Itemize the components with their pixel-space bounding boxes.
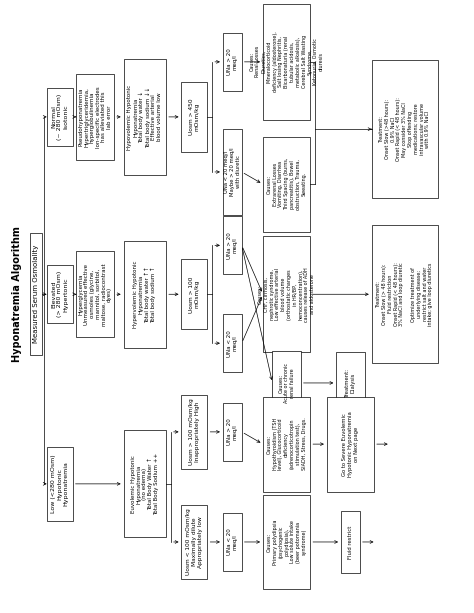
Text: Uosm < 100 mOsm/kg
Maximally dilute
Appropriately low: Uosm < 100 mOsm/kg Maximally dilute Appr… [186,509,203,576]
Text: Hyponatremia Algorithm: Hyponatremia Algorithm [12,226,22,362]
FancyBboxPatch shape [263,495,310,589]
Text: Uosm > 100
mOsm/kg: Uosm > 100 mOsm/kg [189,276,200,313]
Text: Causes:
CHF, cirrhosis,
nephrotic syndrome,
Low effective arterial
blood volume
: Causes: CHF, cirrhosis, nephrotic syndro… [258,267,315,322]
FancyBboxPatch shape [30,233,42,356]
Text: Euvolemic Hypotonic
Hyponatremia
(no edema)
Total Body Water ↑
Total Body Sodium: Euvolemic Hypotonic Hyponatremia (no ede… [130,453,159,515]
Text: Pseudohyponatremia
Hypertriglyceridemia,
hyperglobulinemia
Ion-specific electrod: Pseudohyponatremia Hypertriglyceridemia,… [78,86,112,148]
FancyBboxPatch shape [47,447,73,520]
FancyBboxPatch shape [182,395,208,468]
FancyBboxPatch shape [223,314,242,372]
FancyBboxPatch shape [47,88,73,146]
Text: UNa < 20
meq/l: UNa < 20 meq/l [227,330,237,357]
FancyBboxPatch shape [263,236,310,352]
FancyBboxPatch shape [124,241,166,348]
Text: Causes:
Extrarenal Losses
Vomiting, Diarrhea
Third Spacing (burns,
pancreatitis): Causes: Extrarenal Losses Vomiting, Diar… [267,158,307,210]
Text: UNa > 20
meq/l: UNa > 20 meq/l [227,232,237,259]
Text: Low (<280 mOsm)
Hypotonic
Hyponatremia: Low (<280 mOsm) Hypotonic Hyponatremia [52,455,68,513]
FancyBboxPatch shape [263,137,310,232]
FancyBboxPatch shape [263,4,310,120]
FancyBboxPatch shape [124,59,166,175]
FancyBboxPatch shape [372,226,438,363]
FancyBboxPatch shape [372,60,438,198]
Text: Causes:
Primary polydipsia
(psychogenic
polydipsia),
Low solute intake
(beer pot: Causes: Primary polydipsia (psychogenic … [267,519,307,565]
Text: UNa > 20
meq/l: UNa > 20 meq/l [227,48,237,75]
Text: Treatment:
Dialysis: Treatment: Dialysis [345,368,356,397]
FancyBboxPatch shape [223,129,242,215]
Text: UNa < 20 meq/l
Maybe > 20 meq/l
with diuretic: UNa < 20 meq/l Maybe > 20 meq/l with diu… [224,148,241,196]
FancyBboxPatch shape [273,351,301,415]
FancyBboxPatch shape [223,33,242,91]
Text: Measured Serum Osmolality: Measured Serum Osmolality [33,245,39,343]
Text: Elevated
(> 280 mOsm)
Hypertonic: Elevated (> 280 mOsm) Hypertonic [52,271,68,318]
Text: Hypovolemic Hypotonic
Hyponatremia
Total body water ↓
Total body sodium ↓↓
Effec: Hypovolemic Hypotonic Hyponatremia Total… [128,84,162,150]
FancyBboxPatch shape [341,511,360,573]
Text: Fluid restrict: Fluid restrict [348,525,353,558]
FancyBboxPatch shape [124,430,166,538]
Text: Causes:
Hypothyroidism (TSH
level), Glucocorticoid
deficiency
(adrenocorticotrop: Causes: Hypothyroidism (TSH level), Gluc… [267,417,307,471]
Text: Go to Severe Euvolemic
Hypotonic Hyponatremia
on Next page: Go to Severe Euvolemic Hypotonic Hyponat… [342,411,359,477]
Text: UNa < 20
meq/l: UNa < 20 meq/l [227,528,237,555]
Text: Hypervolemic Hypotonic
Hyponatremia
Total body water ↑↑
Total body sodium ↑: Hypervolemic Hypotonic Hyponatremia Tota… [133,261,156,328]
Text: Uosm > 100 mOsm/kg
Inappropriately High: Uosm > 100 mOsm/kg Inappropriately High [189,398,200,465]
FancyBboxPatch shape [223,403,242,461]
FancyBboxPatch shape [182,259,208,329]
Text: Hyperglycemia
Unmeasured effective
osmoles (glycine,
mannitol, sorbitol,
maltose: Hyperglycemia Unmeasured effective osmol… [78,263,112,326]
FancyBboxPatch shape [223,216,242,275]
Text: Uosm > 450
mOsm/kg: Uosm > 450 mOsm/kg [189,99,200,135]
Text: UNa > 20
meq/l: UNa > 20 meq/l [227,419,237,445]
FancyBboxPatch shape [47,265,73,323]
FancyBboxPatch shape [263,397,310,492]
FancyBboxPatch shape [182,505,208,579]
FancyBboxPatch shape [336,352,365,414]
FancyBboxPatch shape [76,74,114,160]
Text: Normal
(~ 280 mOsm)
Isotonic: Normal (~ 280 mOsm) Isotonic [52,94,68,140]
FancyBboxPatch shape [327,397,374,492]
Text: Treatment:
Onset Slow (>48 hours):
0.9% NaCl
Onset Rapid (< 48 hours):
May consi: Treatment: Onset Slow (>48 hours): 0.9% … [379,97,430,161]
Text: Treatment:
Onset Slow (> 48 hours):
Fluid restriction
Onset Rapid (< 48 hours):
: Treatment: Onset Slow (> 48 hours): Flui… [376,262,433,326]
FancyBboxPatch shape [76,251,114,337]
Text: Causes:
Renal Losses
Diuretics,
Mineralocorticoid
deficiency (aldosterone),
Salt: Causes: Renal Losses Diuretics, Mineralo… [249,31,324,92]
FancyBboxPatch shape [182,82,208,152]
Text: Causes:
Acute or chronic
renal failure: Causes: Acute or chronic renal failure [278,363,295,403]
FancyBboxPatch shape [223,513,242,571]
